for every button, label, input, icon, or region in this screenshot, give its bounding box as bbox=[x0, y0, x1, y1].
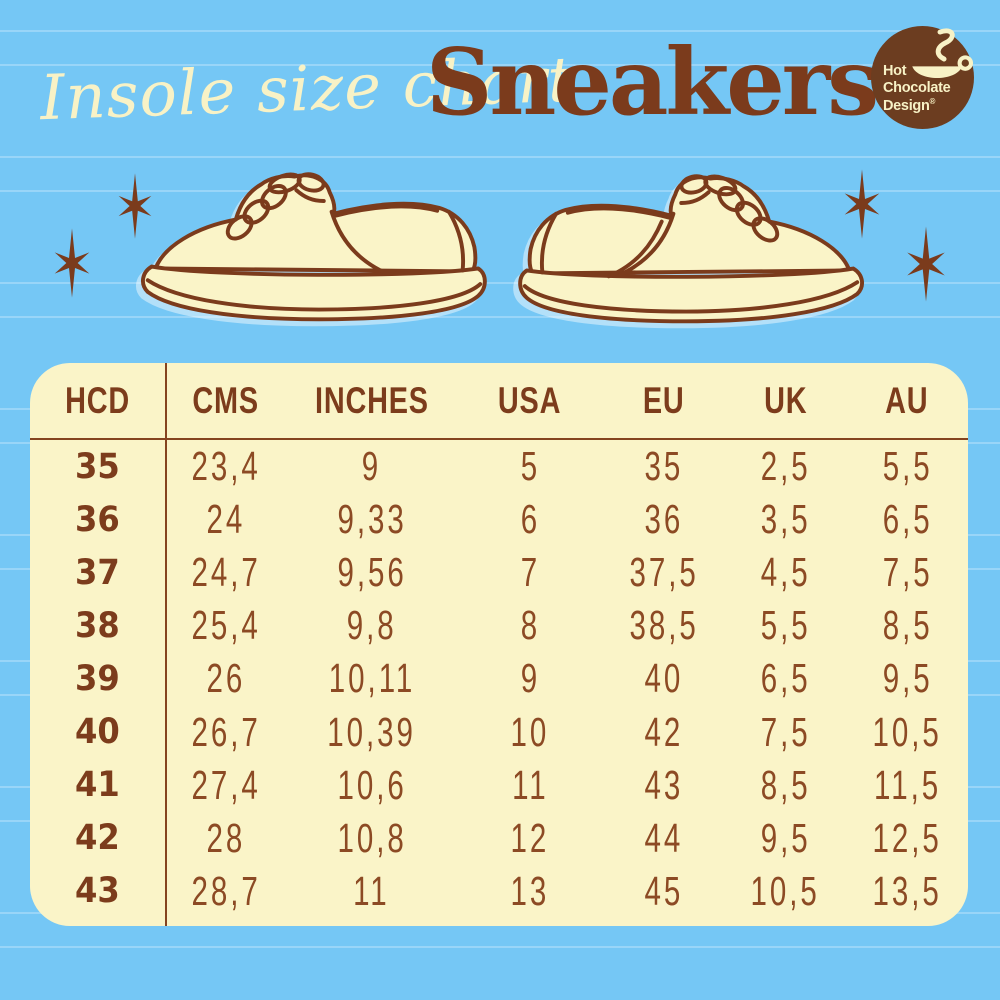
size-value-cell: 5,5 bbox=[760, 602, 811, 649]
size-value-cell: 12,5 bbox=[872, 814, 942, 861]
column-header-usa: USA bbox=[498, 379, 562, 421]
size-value-cell: 28,7 bbox=[191, 867, 261, 914]
size-value-cell: 26,7 bbox=[191, 708, 261, 755]
hcd-size-cell: 42 bbox=[75, 818, 120, 859]
table-row: 39 26 10,11 9 40 6,5 9,5 bbox=[30, 652, 968, 705]
size-value-cell: 9,5 bbox=[882, 655, 933, 702]
size-value-cell: 11 bbox=[353, 867, 391, 914]
page-title: Sneakers bbox=[426, 28, 879, 136]
table-row: 38 25,4 9,8 8 38,5 5,5 8,5 bbox=[30, 599, 968, 652]
table-row: 37 24,7 9,56 7 37,5 4,5 7,5 bbox=[30, 546, 968, 599]
hcd-size-cell: 35 bbox=[75, 446, 120, 487]
sneaker-right-illustration bbox=[518, 174, 864, 324]
size-value-cell: 10,11 bbox=[328, 655, 416, 702]
size-value-cell: 12 bbox=[510, 814, 550, 861]
hcd-size-cell: 40 bbox=[75, 712, 120, 753]
hcd-size-cell: 37 bbox=[75, 552, 120, 593]
table-row: 36 24 9,33 6 36 3,5 6,5 bbox=[30, 493, 968, 546]
brand-logo-text: Hot Chocolate Design® bbox=[883, 63, 951, 115]
hcd-size-cell: 36 bbox=[75, 499, 120, 540]
size-value-cell: 9 bbox=[520, 655, 540, 702]
size-value-cell: 9,8 bbox=[346, 602, 397, 649]
size-value-cell: 25,4 bbox=[191, 602, 261, 649]
column-header-uk: UK bbox=[763, 379, 808, 421]
size-value-cell: 10,8 bbox=[337, 814, 407, 861]
size-value-cell: 36 bbox=[644, 496, 684, 543]
size-value-cell: 2,5 bbox=[760, 443, 811, 490]
size-value-cell: 44 bbox=[644, 814, 684, 861]
table-row: 35 23,4 9 5 35 2,5 5,5 bbox=[30, 440, 968, 493]
size-value-cell: 38,5 bbox=[629, 602, 699, 649]
size-value-cell: 43 bbox=[644, 761, 684, 808]
size-value-cell: 4,5 bbox=[760, 549, 811, 596]
column-header-hcd: HCD bbox=[65, 379, 130, 421]
size-value-cell: 9 bbox=[362, 443, 382, 490]
size-value-cell: 24,7 bbox=[191, 549, 261, 596]
column-header-eu: EU bbox=[642, 379, 685, 421]
size-value-cell: 10,5 bbox=[872, 708, 942, 755]
brand-line-2: Chocolate bbox=[883, 80, 951, 97]
size-chart-panel: HCD CMS INCHES USA EU UK AU 35 23,4 9 5 35 2,… bbox=[30, 363, 968, 926]
table-row: 43 28,7 11 13 45 10,5 13,5 bbox=[30, 865, 968, 918]
size-value-cell: 26 bbox=[206, 655, 246, 702]
size-value-cell: 42 bbox=[644, 708, 684, 755]
size-chart-body: 35 23,4 9 5 35 2,5 5,5 36 24 9,33 6 36 3,5 6,5 37 24,7 9… bbox=[30, 440, 968, 918]
size-value-cell: 7 bbox=[520, 549, 540, 596]
size-value-cell: 27,4 bbox=[191, 761, 261, 808]
size-value-cell: 9,5 bbox=[760, 814, 811, 861]
table-row: 42 28 10,8 12 44 9,5 12,5 bbox=[30, 812, 968, 865]
size-value-cell: 6 bbox=[520, 496, 540, 543]
hcd-size-cell: 43 bbox=[75, 871, 120, 912]
brand-line-1: Hot bbox=[883, 63, 907, 79]
size-value-cell: 8,5 bbox=[882, 602, 933, 649]
size-value-cell: 8 bbox=[520, 602, 540, 649]
size-value-cell: 11,5 bbox=[873, 761, 941, 808]
size-value-cell: 10,6 bbox=[337, 761, 407, 808]
hot-chocolate-cup-icon bbox=[912, 28, 973, 78]
size-value-cell: 35 bbox=[644, 443, 684, 490]
table-header-row: HCD CMS INCHES USA EU UK AU bbox=[30, 363, 968, 440]
size-value-cell: 13,5 bbox=[872, 867, 942, 914]
size-value-cell: 5,5 bbox=[882, 443, 933, 490]
size-value-cell: 7,5 bbox=[760, 708, 811, 755]
hcd-size-cell: 38 bbox=[75, 605, 120, 646]
size-value-cell: 10,39 bbox=[327, 708, 417, 755]
size-value-cell: 40 bbox=[644, 655, 684, 702]
column-header-au: AU bbox=[885, 379, 929, 421]
size-value-cell: 24 bbox=[206, 496, 246, 543]
sparkle-icon bbox=[907, 226, 945, 302]
sparkle-icon bbox=[54, 228, 90, 298]
hcd-size-cell: 39 bbox=[75, 658, 120, 699]
size-value-cell: 5 bbox=[520, 443, 540, 490]
size-value-cell: 6,5 bbox=[882, 496, 933, 543]
size-value-cell: 7,5 bbox=[882, 549, 933, 596]
size-value-cell: 37,5 bbox=[629, 549, 699, 596]
size-value-cell: 3,5 bbox=[760, 496, 811, 543]
size-value-cell: 10 bbox=[510, 708, 550, 755]
column-divider-line bbox=[165, 363, 167, 926]
size-value-cell: 45 bbox=[644, 867, 684, 914]
size-value-cell: 8,5 bbox=[760, 761, 811, 808]
brand-logo: Hot Chocolate Design® bbox=[871, 26, 974, 129]
column-header-cms: CMS bbox=[192, 379, 260, 421]
size-value-cell: 28 bbox=[206, 814, 246, 861]
size-value-cell: 13 bbox=[510, 867, 550, 914]
hcd-size-cell: 41 bbox=[75, 765, 120, 806]
table-row: 41 27,4 10,6 11 43 8,5 11,5 bbox=[30, 759, 968, 812]
sparkle-icon bbox=[844, 169, 880, 239]
size-value-cell: 6,5 bbox=[760, 655, 811, 702]
column-header-inches: INCHES bbox=[314, 379, 429, 421]
brand-line-3: Design® bbox=[883, 97, 936, 115]
size-value-cell: 10,5 bbox=[750, 867, 821, 914]
table-row: 40 26,7 10,39 10 42 7,5 10,5 bbox=[30, 706, 968, 759]
size-value-cell: 9,33 bbox=[337, 496, 407, 543]
size-value-cell: 11 bbox=[511, 761, 549, 808]
sparkle-icon bbox=[118, 173, 152, 239]
registered-mark: ® bbox=[929, 97, 936, 107]
size-value-cell: 23,4 bbox=[191, 443, 261, 490]
sneaker-left-illustration bbox=[141, 172, 487, 322]
size-value-cell: 9,56 bbox=[337, 549, 407, 596]
